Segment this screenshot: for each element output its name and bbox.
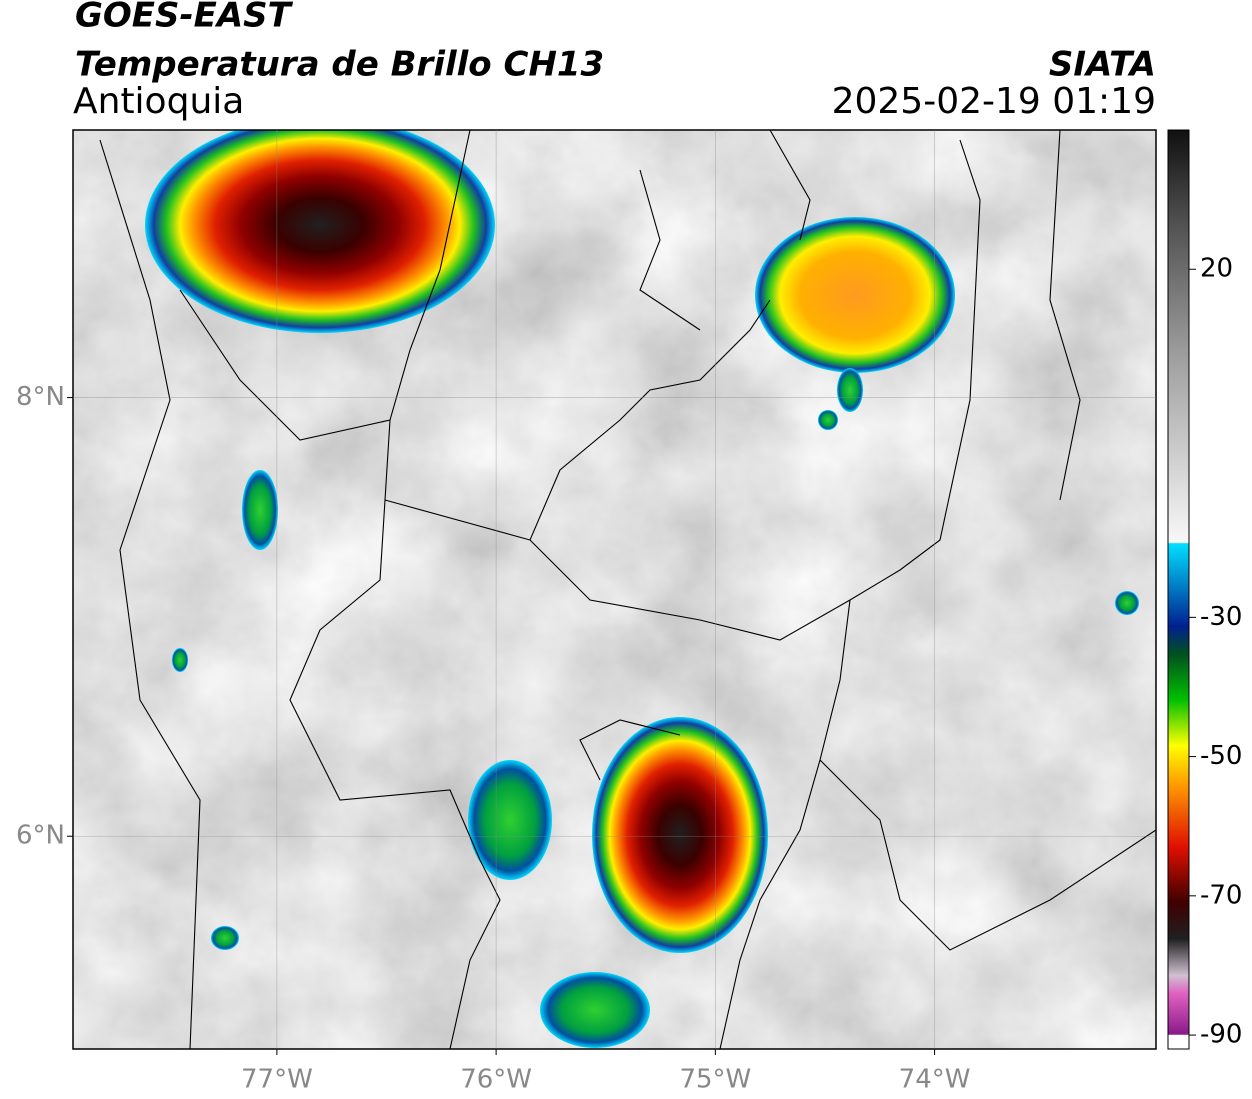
datetime: 2025-02-19 01:19 [832,81,1156,122]
colorbar-tick-label: -90 [1200,1020,1242,1050]
colorbar-tick-label: -50 [1200,741,1242,771]
colorbar-tick-label: -70 [1200,880,1242,910]
x-tick-label: 74°W [899,1065,971,1095]
title: Temperatura de Brillo CH13 [75,45,604,85]
region: Antioquia [73,81,244,122]
x-tick-label: 75°W [679,1065,751,1095]
colorbar-tick-label: 20 [1200,254,1233,284]
map-image [73,130,1156,1049]
y-tick-label: 8°N [16,382,65,412]
source: SIATA [1049,45,1156,85]
x-tick-label: 77°W [241,1065,313,1095]
colorbar [1167,129,1190,1050]
y-tick-label: 6°N [16,821,65,851]
colorbar-tick-label: -30 [1200,602,1242,632]
product: GOES-EAST [75,0,294,36]
x-tick-label: 76°W [460,1065,532,1095]
map-frame [72,129,1157,1050]
